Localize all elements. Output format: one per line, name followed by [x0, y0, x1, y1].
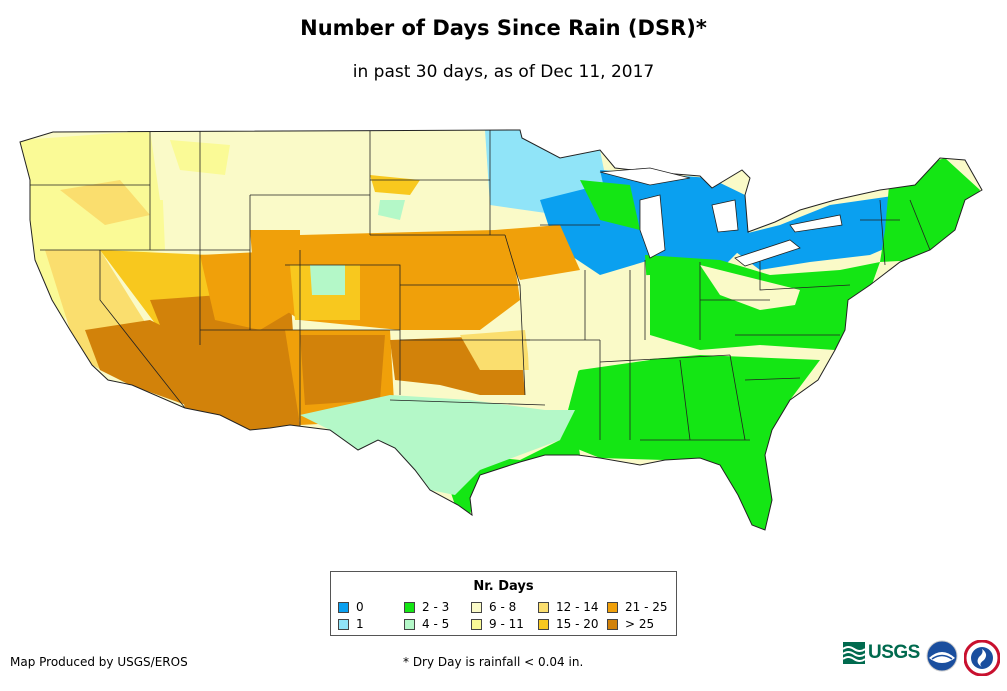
- legend-item-6: 12 - 14: [538, 600, 599, 614]
- region-4-5-sdakota: [378, 200, 405, 220]
- legend-swatch: [338, 618, 349, 630]
- state-boundaries: [30, 130, 931, 441]
- legend-item-7: 15 - 20: [538, 617, 599, 631]
- lake-michigan: [639, 194, 666, 259]
- legend-swatch: [404, 601, 415, 613]
- region-12-14-oregon: [60, 180, 150, 225]
- legend-label: > 25: [625, 617, 655, 631]
- region-0-michigan: [600, 170, 750, 270]
- legend-label: 2 - 3: [422, 600, 450, 614]
- map-subtitle: in past 30 days, as of Dec 11, 2017: [352, 62, 655, 82]
- usgs-wave-icon: [843, 642, 865, 664]
- lake-superior: [599, 167, 691, 186]
- lake-ontario: [789, 214, 843, 233]
- legend-label: 12 - 14: [556, 600, 599, 614]
- legend-swatch: [471, 601, 482, 613]
- lake-huron: [711, 199, 739, 233]
- noaa-logo-icon: [926, 640, 958, 672]
- region-2-3-wisconsin: [580, 180, 640, 230]
- legend-label: 6 - 8: [489, 600, 517, 614]
- map-credit: Map Produced by USGS/EROS: [10, 655, 188, 669]
- region-4-5-colorado: [310, 265, 345, 295]
- usgs-logo: USGS: [843, 642, 920, 664]
- legend-item-1: 1: [338, 617, 364, 631]
- legend: Nr. Days 0 1 2 - 3 4 - 5 6 - 8 9 - 11 12…: [330, 571, 677, 636]
- legend-item-8: 21 - 25: [607, 600, 668, 614]
- legend-swatch: [471, 618, 482, 630]
- legend-swatch: [538, 601, 549, 613]
- us-dsr-map: [19, 129, 983, 531]
- legend-label: 9 - 11: [489, 617, 524, 631]
- legend-title: Nr. Days: [473, 579, 534, 594]
- footnote: * Dry Day is rainfall < 0.04 in.: [403, 655, 584, 669]
- nws-logo-icon: [964, 640, 1000, 676]
- legend-swatch: [404, 618, 415, 630]
- legend-item-3: 4 - 5: [404, 617, 449, 631]
- legend-label: 1: [356, 617, 364, 631]
- legend-swatch: [607, 601, 618, 613]
- region-2-3-southeast: [560, 355, 820, 530]
- legend-label: 0: [356, 600, 364, 614]
- region-4-5-texas: [300, 395, 575, 495]
- legend-swatch: [607, 618, 618, 630]
- legend-label: 4 - 5: [422, 617, 450, 631]
- lake-erie: [734, 239, 801, 267]
- legend-item-2: 2 - 3: [404, 600, 449, 614]
- legend-label: 15 - 20: [556, 617, 599, 631]
- legend-swatch: [538, 618, 549, 630]
- region-6-8-pennsylvania: [700, 265, 800, 310]
- legend-item-0: 0: [338, 600, 364, 614]
- legend-item-9: > 25: [607, 617, 654, 631]
- map-title: Number of Days Since Rain (DSR)*: [300, 16, 707, 40]
- region-21-25-iowa: [495, 225, 580, 280]
- region-gt25-newmexico: [300, 335, 385, 405]
- legend-item-4: 6 - 8: [471, 600, 516, 614]
- legend-label: 21 - 25: [625, 600, 668, 614]
- legend-swatch: [338, 601, 349, 613]
- legend-item-5: 9 - 11: [471, 617, 524, 631]
- region-6-8-midsouth: [525, 275, 650, 400]
- dsr-regions: [20, 130, 980, 530]
- usgs-wordmark: USGS: [868, 642, 920, 663]
